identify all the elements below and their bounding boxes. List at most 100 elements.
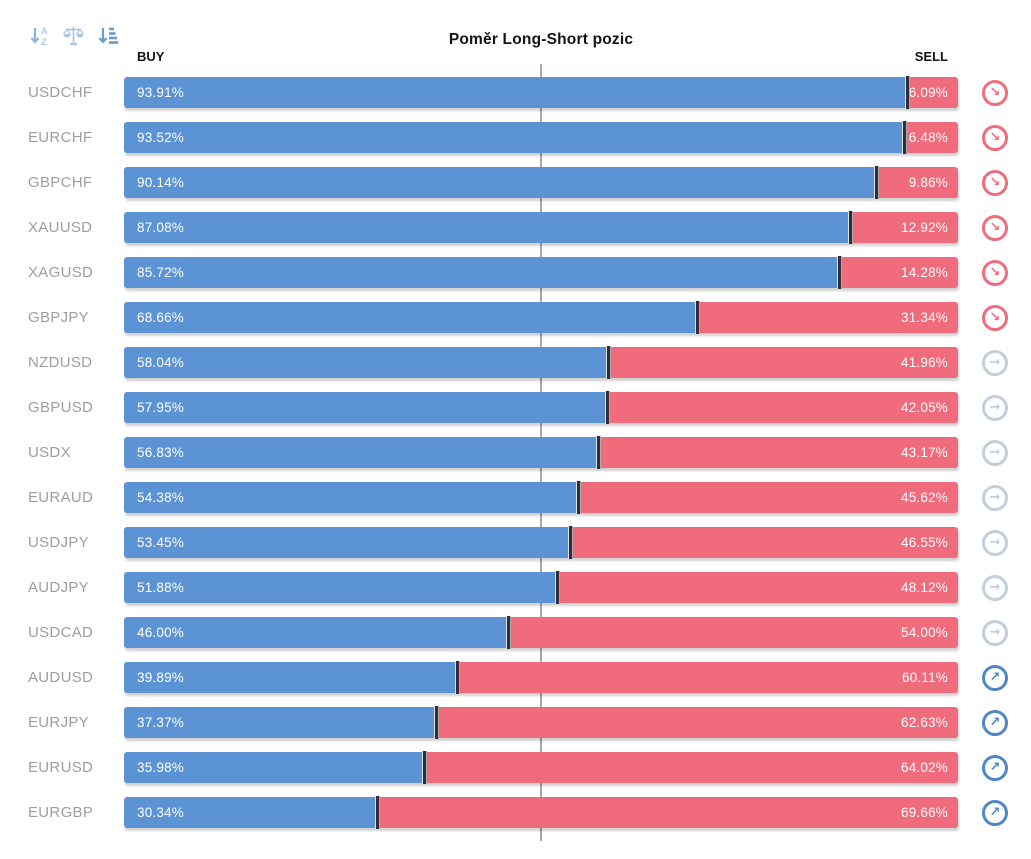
pair-label: EURGBP (28, 804, 94, 821)
pair-label: NZDUSD (28, 354, 93, 371)
buy-percent-value: 57.95% (137, 400, 184, 415)
buy-percent-value: 56.83% (137, 445, 184, 460)
trend-down-icon[interactable]: ↘ (982, 79, 1008, 106)
trend-neutral-icon[interactable]: → (982, 484, 1008, 511)
buy-sell-divider (606, 346, 612, 379)
pair-row: XAUUSD 87.08% 12.92% ↘ (0, 211, 1008, 244)
sell-bar-segment: 9.86% (875, 167, 958, 198)
buy-sell-divider (505, 616, 511, 649)
buy-sell-divider (905, 76, 911, 109)
buy-percent-value: 93.91% (137, 85, 184, 100)
sell-bar-segment: 46.55% (569, 527, 958, 558)
trend-down-icon[interactable]: ↘ (982, 259, 1008, 286)
sell-bar-segment: 12.92% (850, 212, 958, 243)
column-headers: BUY SELL (124, 49, 958, 65)
trend-up-icon[interactable]: ↗ (982, 709, 1008, 736)
buy-bar-segment: 87.08% (124, 212, 851, 243)
sell-bar-segment: 48.12% (556, 572, 958, 603)
buy-bar-segment: 56.83% (124, 437, 598, 468)
sell-bar-segment: 54.00% (507, 617, 958, 648)
trend-up-icon[interactable]: ↗ (982, 799, 1008, 826)
buy-column-header: BUY (137, 49, 165, 64)
pair-row: AUDUSD 39.89% 60.11% ↗ (0, 661, 1008, 694)
ratio-bar: 39.89% 60.11% (124, 661, 958, 694)
trend-up-icon[interactable]: ↗ (982, 754, 1008, 781)
trend-down-icon[interactable]: ↘ (982, 169, 1008, 196)
buy-percent-value: 46.00% (137, 625, 184, 640)
ratio-bar: 93.52% 6.48% (124, 121, 958, 154)
buy-percent-value: 51.88% (137, 580, 184, 595)
ratio-bar: 68.66% 31.34% (124, 301, 958, 334)
ratio-bar: 54.38% 45.62% (124, 481, 958, 514)
sort-toolbar: A Z (26, 24, 121, 48)
pair-row: GBPCHF 90.14% 9.86% ↘ (0, 166, 1008, 199)
buy-percent-value: 54.38% (137, 490, 184, 505)
sell-percent-value: 9.86% (908, 175, 948, 190)
pair-label: EURAUD (28, 489, 94, 506)
sell-bar-segment: 45.62% (577, 482, 958, 513)
sell-percent-value: 48.12% (901, 580, 948, 595)
sell-percent-value: 31.34% (901, 310, 948, 325)
pair-row: EURGBP 30.34% 69.66% ↗ (0, 796, 1008, 829)
balance-scale-icon[interactable] (60, 24, 87, 48)
buy-sell-divider (901, 121, 907, 154)
sell-percent-value: 69.66% (901, 805, 948, 820)
sort-alphabetical-icon[interactable]: A Z (26, 24, 53, 48)
sort-amount-icon[interactable] (94, 24, 121, 48)
buy-percent-value: 35.98% (137, 760, 184, 775)
buy-sell-divider (567, 526, 573, 559)
sell-percent-value: 42.05% (901, 400, 948, 415)
trend-down-icon[interactable]: ↘ (982, 304, 1008, 331)
buy-bar-segment: 93.52% (124, 122, 904, 153)
buy-percent-value: 93.52% (137, 130, 184, 145)
trend-down-icon[interactable]: ↘ (982, 214, 1008, 241)
ratio-bar: 30.34% 69.66% (124, 796, 958, 829)
buy-bar-segment: 53.45% (124, 527, 570, 558)
pair-row: USDCHF 93.91% 6.09% ↘ (0, 76, 1008, 109)
trend-neutral-icon[interactable]: → (982, 349, 1008, 376)
pair-label: USDJPY (28, 534, 89, 551)
sell-percent-value: 41.96% (901, 355, 948, 370)
sell-percent-value: 12.92% (901, 220, 948, 235)
trend-neutral-icon[interactable]: → (982, 619, 1008, 646)
buy-percent-value: 87.08% (137, 220, 184, 235)
pair-label: AUDJPY (28, 579, 89, 596)
sell-percent-value: 64.02% (901, 760, 948, 775)
buy-sell-divider (694, 301, 700, 334)
sell-bar-segment: 6.48% (903, 122, 958, 153)
buy-bar-segment: 35.98% (124, 752, 425, 783)
trend-neutral-icon[interactable]: → (982, 529, 1008, 556)
pair-label: XAGUSD (28, 264, 94, 281)
buy-percent-value: 85.72% (137, 265, 184, 280)
trend-up-icon[interactable]: ↗ (982, 664, 1008, 691)
svg-text:A: A (41, 26, 48, 37)
trend-down-icon[interactable]: ↘ (982, 124, 1008, 151)
buy-sell-divider (422, 751, 428, 784)
ratio-bar: 90.14% 9.86% (124, 166, 958, 199)
ratio-bar: 87.08% 12.92% (124, 211, 958, 244)
sell-bar-segment: 14.28% (838, 257, 958, 288)
buy-percent-value: 58.04% (137, 355, 184, 370)
trend-neutral-icon[interactable]: → (982, 574, 1008, 601)
buy-percent-value: 39.89% (137, 670, 184, 685)
buy-bar-segment: 90.14% (124, 167, 876, 198)
ratio-bar: 51.88% 48.12% (124, 571, 958, 604)
pair-row: USDJPY 53.45% 46.55% → (0, 526, 1008, 559)
sell-bar-segment: 64.02% (424, 752, 958, 783)
sell-percent-value: 6.48% (908, 130, 948, 145)
pair-label: AUDUSD (28, 669, 94, 686)
buy-sell-divider (605, 391, 611, 424)
trend-neutral-icon[interactable]: → (982, 394, 1008, 421)
ratio-bar: 85.72% 14.28% (124, 256, 958, 289)
ratio-bar: 93.91% 6.09% (124, 76, 958, 109)
buy-bar-segment: 39.89% (124, 662, 457, 693)
pair-row: EURCHF 93.52% 6.48% ↘ (0, 121, 1008, 154)
buy-sell-divider (595, 436, 601, 469)
buy-bar-segment: 37.37% (124, 707, 436, 738)
buy-percent-value: 37.37% (137, 715, 184, 730)
sell-percent-value: 45.62% (901, 490, 948, 505)
ratio-bar: 57.95% 42.05% (124, 391, 958, 424)
pair-row: USDX 56.83% 43.17% → (0, 436, 1008, 469)
trend-neutral-icon[interactable]: → (982, 439, 1008, 466)
ratio-bar: 58.04% 41.96% (124, 346, 958, 379)
